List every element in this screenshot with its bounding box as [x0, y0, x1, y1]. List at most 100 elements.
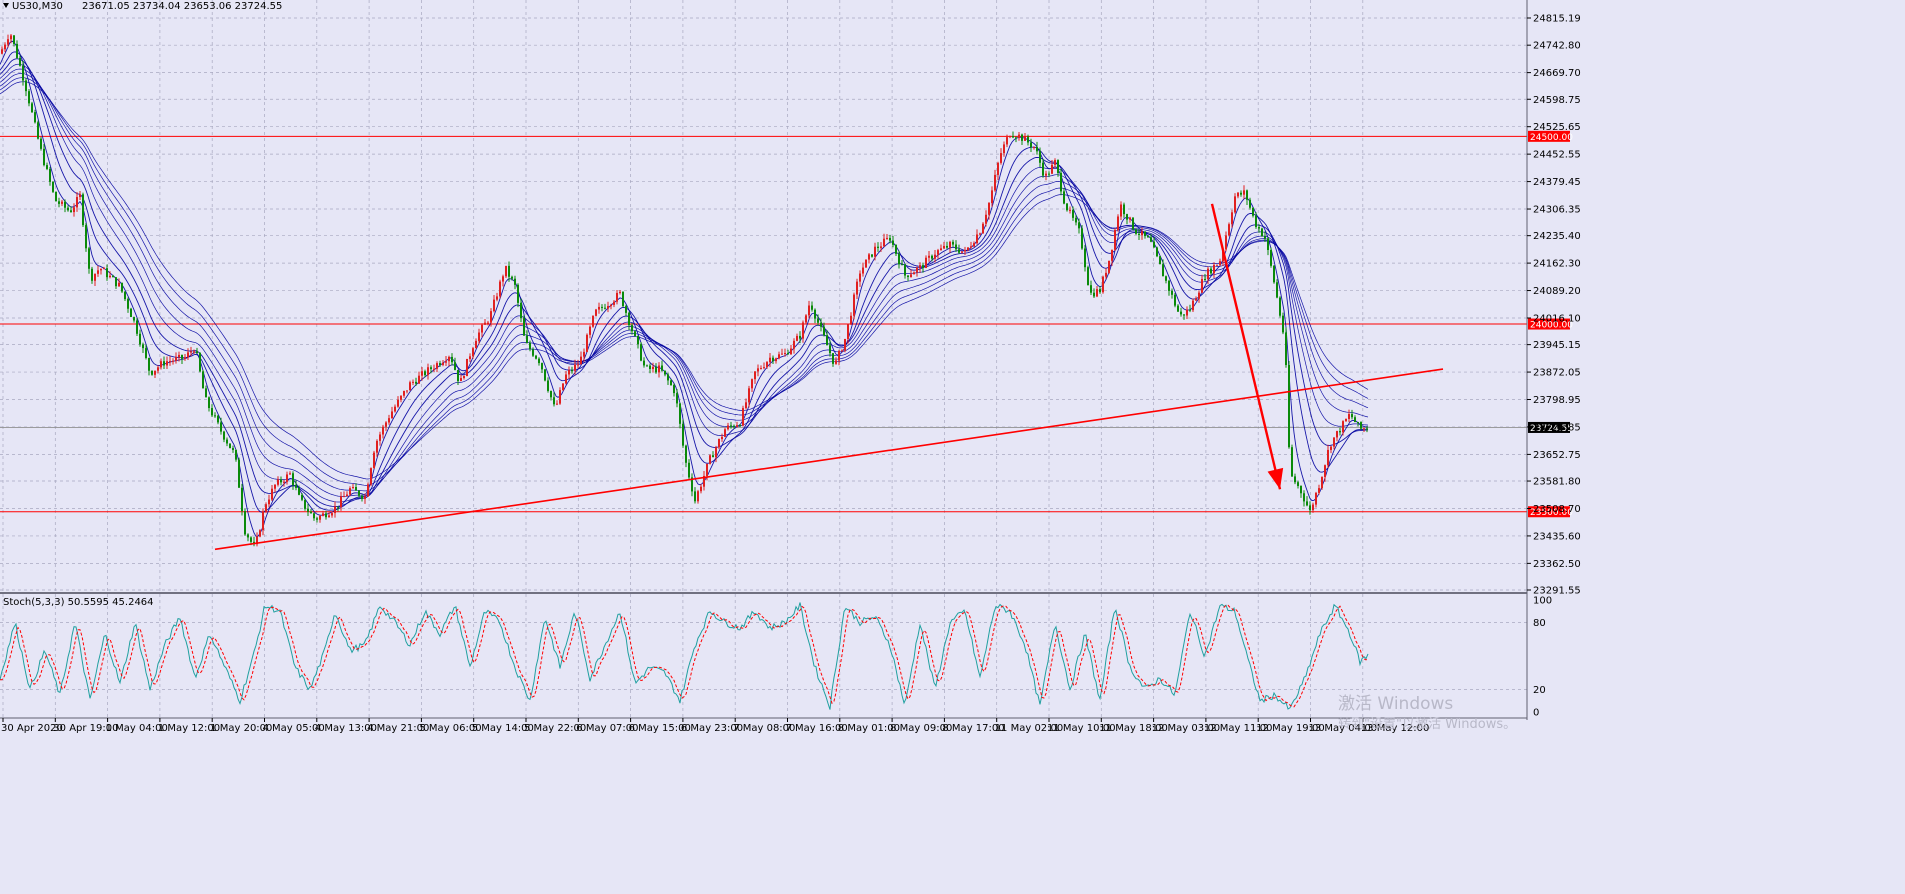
- candle-body: [1192, 300, 1194, 311]
- candle-body: [1099, 289, 1101, 293]
- candle-body: [826, 335, 828, 346]
- candle-body: [283, 481, 285, 483]
- ohlc-header: 23671.05 23734.04 23653.06 23724.55: [82, 1, 282, 12]
- candle-body: [1126, 214, 1128, 220]
- candle-body: [769, 357, 771, 363]
- candle-body: [982, 223, 984, 234]
- candle-body: [463, 376, 465, 379]
- candle-body: [118, 282, 120, 287]
- candle-body: [679, 403, 681, 424]
- candle-body: [697, 491, 699, 502]
- candle-body: [1183, 314, 1185, 316]
- candle-body: [667, 374, 669, 381]
- candle-body: [310, 511, 312, 514]
- stoch-tick-label: 20: [1533, 685, 1546, 696]
- candle-body: [967, 247, 969, 250]
- candle-body: [787, 353, 789, 355]
- candle-body: [994, 174, 996, 191]
- candle-body: [964, 249, 966, 252]
- price-tick-label: 23945.15: [1533, 340, 1581, 351]
- candle-body: [691, 477, 693, 492]
- stoch-main-line: [0, 602, 1369, 710]
- candle-body: [922, 265, 924, 268]
- candle-body: [1147, 236, 1149, 238]
- candle-body: [328, 515, 330, 518]
- candle-body: [1303, 493, 1305, 502]
- candle-body: [124, 291, 126, 300]
- candle-body: [511, 276, 513, 279]
- candle-body: [445, 361, 447, 363]
- candle-body: [712, 455, 714, 458]
- candle-body: [532, 349, 534, 356]
- candle-body: [1336, 431, 1338, 438]
- candle-body: [1333, 437, 1335, 447]
- candle-body: [883, 238, 885, 247]
- ribbon-line: [0, 51, 1369, 513]
- candle-body: [658, 365, 660, 373]
- candle-body: [505, 265, 507, 277]
- candle-body: [1342, 421, 1344, 433]
- candle-body: [808, 305, 810, 316]
- candle-body: [400, 395, 402, 400]
- candle-body: [166, 361, 168, 366]
- candle-body: [886, 237, 888, 239]
- dropdown-triangle-icon[interactable]: [3, 3, 9, 8]
- stoch-tick-label: 0: [1533, 708, 1539, 719]
- candle-body: [535, 355, 537, 359]
- candle-body: [634, 331, 636, 336]
- candle-body: [64, 201, 66, 208]
- level-tag: [1528, 130, 1570, 142]
- candle-body: [151, 370, 153, 375]
- candle-body: [82, 194, 84, 226]
- candle-body: [955, 244, 957, 250]
- price-tick-label: 23291.55: [1533, 586, 1581, 597]
- candle-body: [1018, 134, 1020, 139]
- time-tick-label: 5 May 14:00: [472, 723, 534, 734]
- candle-body: [517, 284, 519, 303]
- candle-body: [694, 491, 696, 502]
- candle-body: [1321, 477, 1323, 489]
- candle-body: [721, 436, 723, 440]
- candle-body: [685, 445, 687, 463]
- price-tick-label: 23798.95: [1533, 395, 1581, 406]
- price-tick-label: 24452.55: [1533, 150, 1581, 161]
- candle-body: [688, 462, 690, 478]
- candle-body: [214, 415, 216, 417]
- candle-body: [649, 365, 651, 370]
- candle-body: [868, 254, 870, 260]
- candle-body: [1153, 241, 1155, 248]
- candle-body: [682, 423, 684, 446]
- candle-body: [1261, 228, 1263, 237]
- candle-body: [1237, 192, 1239, 197]
- candle-body: [571, 370, 573, 372]
- candle-body: [148, 358, 150, 371]
- candle-body: [817, 318, 819, 323]
- candle-body: [619, 291, 621, 293]
- windows-watermark-title: 激活 Windows: [1338, 694, 1453, 714]
- candle-body: [538, 358, 540, 364]
- candle-body: [385, 422, 387, 427]
- candle-body: [1159, 256, 1161, 265]
- ribbon-line: [0, 63, 1369, 503]
- candle-body: [1231, 212, 1233, 225]
- candle-body: [448, 356, 450, 362]
- candle-body: [547, 380, 549, 391]
- candle-body: [382, 426, 384, 435]
- candle-body: [1162, 264, 1164, 277]
- candle-body: [235, 449, 237, 460]
- candle-body: [979, 233, 981, 235]
- candle-body: [412, 381, 414, 383]
- candle-body: [415, 381, 417, 384]
- candle-body: [292, 473, 294, 486]
- candle-body: [490, 311, 492, 323]
- candle-body: [232, 448, 234, 450]
- candle-body: [109, 275, 111, 278]
- candle-body: [1339, 431, 1341, 433]
- candle-body: [661, 365, 663, 371]
- candle-body: [856, 281, 858, 295]
- candle-body: [94, 273, 96, 281]
- candle-body: [1318, 488, 1320, 493]
- candle-body: [343, 496, 345, 498]
- candle-body: [1156, 247, 1158, 257]
